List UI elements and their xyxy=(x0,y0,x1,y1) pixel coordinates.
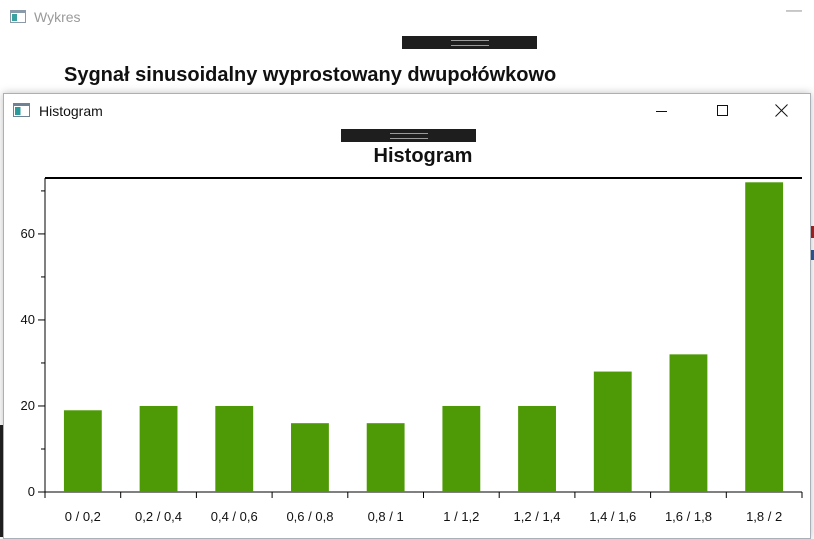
x-tick-label: 1 / 1,2 xyxy=(443,509,479,524)
y-tick-label: 20 xyxy=(21,398,35,413)
chart-title: Histogram xyxy=(373,145,473,167)
close-button[interactable] xyxy=(752,94,810,127)
histogram-bar xyxy=(291,423,329,492)
y-tick-label: 60 xyxy=(21,226,35,241)
histogram-bar xyxy=(63,410,102,492)
x-tick-label: 1,6 / 1,8 xyxy=(665,509,712,524)
background-drag-handle[interactable] xyxy=(402,36,537,49)
drag-handle[interactable] xyxy=(341,129,476,142)
title-bar[interactable]: Histogram xyxy=(4,94,810,127)
x-tick-label: 1,4 / 1,6 xyxy=(589,509,636,524)
histogram-bar xyxy=(215,405,254,492)
histogram-bar xyxy=(139,405,178,492)
histogram-bar xyxy=(669,354,708,492)
background-chart-heading: Sygnał sinusoidalny wyprostowany dwupołó… xyxy=(64,64,557,86)
background-edge-strip xyxy=(0,425,4,537)
y-tick-label: 40 xyxy=(21,312,35,327)
histogram-bar xyxy=(442,405,481,492)
x-tick-label: 0,4 / 0,6 xyxy=(211,509,258,524)
histogram-bar xyxy=(366,423,405,492)
x-tick-label: 0,8 / 1 xyxy=(368,509,404,524)
y-tick-label: 0 xyxy=(28,484,35,499)
background-window-title: Wykres xyxy=(34,9,81,25)
minimize-button[interactable] xyxy=(633,94,691,127)
background-minimize-icon[interactable]: — xyxy=(786,2,802,19)
background-edge-mark xyxy=(810,226,814,238)
maximize-button[interactable] xyxy=(694,94,752,127)
x-tick-label: 1,2 / 1,4 xyxy=(514,509,561,524)
minimize-icon xyxy=(656,110,667,112)
background-edge-mark xyxy=(810,250,814,260)
window-title: Histogram xyxy=(39,103,103,119)
x-tick-label: 0,2 / 0,4 xyxy=(135,509,182,524)
background-title-bar[interactable]: Wykres — xyxy=(0,0,814,34)
histogram-bar xyxy=(745,182,784,492)
app-window-icon xyxy=(10,10,26,23)
x-tick-label: 0,6 / 0,8 xyxy=(286,509,333,524)
histogram-window: Histogram Histogram 0 20 40 60 0 / 0,2 0,2 / … xyxy=(3,93,811,539)
close-icon xyxy=(774,104,788,117)
x-tick-label: 1,8 / 2 xyxy=(746,509,782,524)
x-tick-label: 0 / 0,2 xyxy=(65,509,101,524)
app-window-icon xyxy=(13,103,30,117)
histogram-chart: 0 20 40 60 0 / 0,2 0,2 / 0,4 0,4 / 0,6 0,6 / 0,… xyxy=(21,177,803,524)
histogram-bar xyxy=(593,371,632,492)
maximize-icon xyxy=(717,104,728,116)
histogram-bar xyxy=(518,405,556,492)
